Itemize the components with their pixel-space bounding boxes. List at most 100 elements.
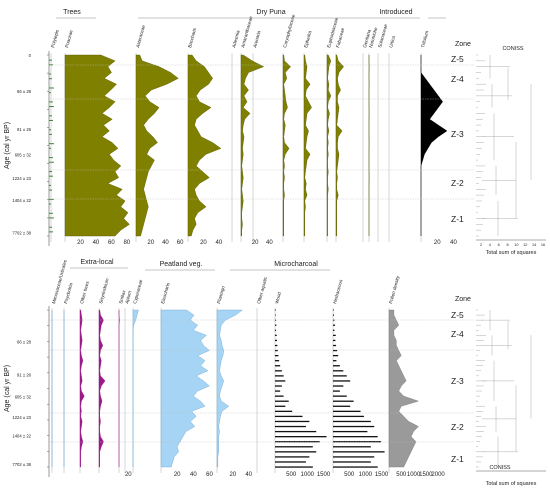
tick-label: 40 [93,240,100,246]
bar-herbaceous [333,354,339,357]
zone-label-z-1: Z-1 [451,454,464,464]
bar-wood [275,344,278,347]
age-label: 605 ± 32 [15,394,32,399]
dot-polylepis [49,64,53,66]
series-cyperaceae [132,309,139,467]
dot-polylepis [49,189,52,191]
bar-wood [275,441,320,443]
taxon-label-solanaceae: Solanaceae [377,23,388,48]
area-eleocharis [160,309,210,468]
bar-wood [275,451,317,453]
bar-herbaceous [333,441,382,443]
bar-wood [275,354,279,357]
dot-polylepis [49,78,52,80]
series-plantago: 20 40 [216,309,253,478]
area-ephedra [303,54,312,237]
taxon-label-pollen-density: Pollen density [388,275,400,305]
series-herbaceous: 500 1000 1500 [333,309,389,478]
tick-label: 60 [177,240,184,246]
bar-herbaceous [333,446,371,448]
area-poaceae [64,54,130,237]
coniss-tick-label: 16 [541,243,545,247]
dot-polylepis [49,87,54,89]
taxon-label-arenaria: Arenaria [252,30,261,48]
tick-label: 40 [266,240,273,246]
area-baccharis [187,54,222,237]
group-label-microcharcoal: Microcharcoal [274,261,318,268]
dot-polylepis [49,92,51,94]
area-trifolium [420,55,448,236]
series-amaranthaceae: 20 40 [240,54,273,246]
taxon-label-fabaceae: Fabaceae [335,27,345,48]
group-label-trees: Trees [63,9,81,16]
tick-label: 20 [77,240,84,246]
series-asteraceae: 20 40 60 [135,54,184,246]
dot-polylepis [49,129,51,131]
bar-wood [275,395,284,397]
bar-wood [275,309,276,311]
dot-polylepis [49,175,53,177]
taxon-label-apium: Apium [124,290,132,304]
dot-polylepis [49,198,54,200]
tick-label: 40 [450,240,457,246]
bar-herbaceous [333,314,335,316]
tick-label: 40 [245,472,252,478]
age-axis-label: Age (cal yr BP) [4,365,11,412]
bar-wood [275,415,303,418]
bar-wood [275,436,327,438]
area-euphorbiaceae [326,54,332,237]
taxon-label-sisyrinchium: Sisyrinchium [98,278,110,305]
taxon-label-herbaceous: Herbaceous [332,278,343,304]
area-other-trees [79,309,85,468]
taxon-label-plantago: Plantago [216,285,226,304]
tick-label: 40 [215,240,222,246]
area-amaranthaceae [240,54,265,237]
group-label-introduced: Introduced [379,9,412,16]
dot-polylepis [49,231,53,233]
age-label: 1224 ± 23 [12,415,31,420]
bar-wood [275,430,317,433]
bar-wood [275,334,277,337]
tick-label: 2000 [431,472,445,478]
taxon-label-caryophyllaceae: Caryophyllaceae [282,13,296,48]
coniss-xlabel: Total sum of squares [486,250,537,256]
bar-wood [275,466,313,468]
bar-herbaceous [333,324,336,326]
area-asteraceae [135,54,179,237]
bar-herbaceous [333,365,340,367]
bar-herbaceous [333,410,361,412]
dot-polylepis [49,133,52,135]
taxon-label-asteraceae: Asteraceae [135,24,146,48]
bar-herbaceous [333,329,335,331]
bar-wood [275,324,277,326]
taxon-label-other-aquatic: Other aquatic [256,276,268,305]
dot-polylepis [49,157,53,159]
bar-herbaceous [333,375,347,377]
bar-herbaceous [333,395,347,397]
zone-label-z-4: Z-4 [451,329,464,339]
taxon-label-amaranthaceae: Amaranthaceae [240,15,253,48]
dot-polylepis [49,101,53,103]
panel-top: Age (cal yr BP) 0 66 ± 28 91 ± 26 605 ± 32 12… [4,9,546,256]
tick-label: 1000 [359,472,373,478]
tick-label: 1500 [419,472,433,478]
dot-polylepis [49,171,52,173]
bar-wood [275,380,286,382]
tick-label: 40 [162,240,169,246]
bar-wood [275,425,306,428]
bar-wood [275,370,282,372]
zone-label-z-3: Z-3 [451,129,464,139]
tick-label: 40 [190,472,197,478]
dot-polylepis [49,217,54,219]
zone-label-z-4: Z-4 [451,74,464,84]
coniss-title: CONISS [502,46,523,52]
tick-label: 1000 [407,472,421,478]
taxon-label-gentiana: Gentiana [362,29,372,49]
bar-herbaceous [333,334,336,337]
tick-label: 20 [434,240,441,246]
age-label: 91 ± 26 [17,372,32,377]
coniss-dendrogram: CONISS 2 4 6 8 10 12 14 16 Total sum of squares [476,46,546,256]
tick-label: 20 [229,472,236,478]
tick-label: 20 [125,472,132,478]
